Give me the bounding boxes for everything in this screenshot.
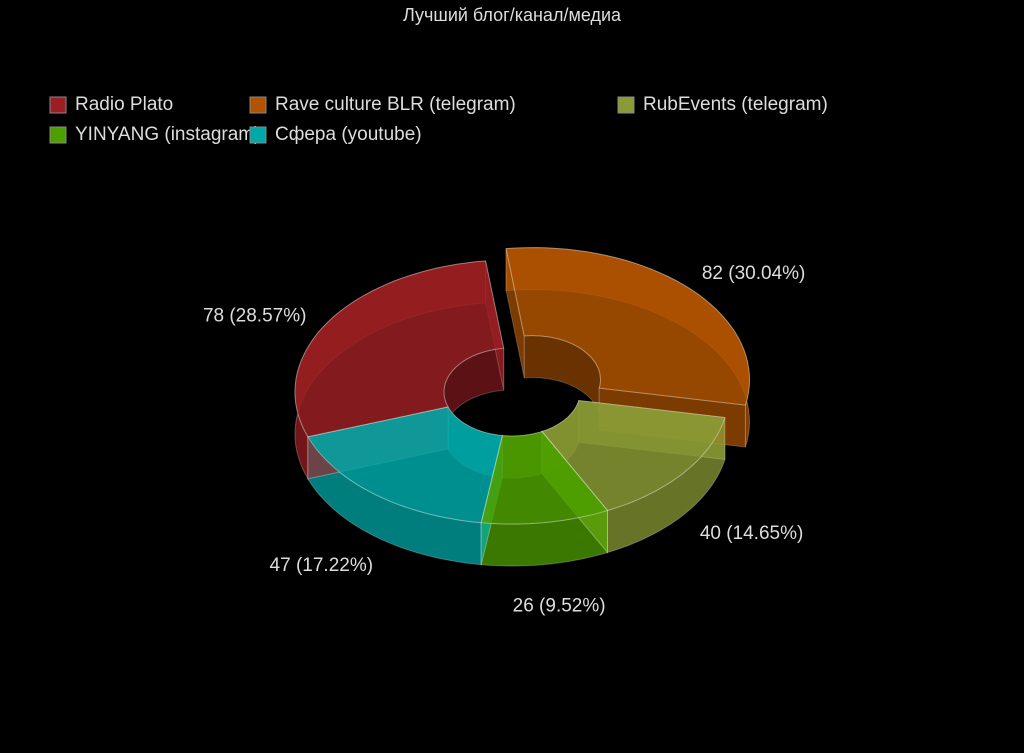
value-label: 40 (14.65%) bbox=[700, 523, 804, 544]
legend-swatch bbox=[617, 96, 635, 114]
slice bbox=[505, 247, 751, 406]
legend-swatch bbox=[249, 96, 267, 114]
legend-label: YINYANG (instagram) bbox=[75, 124, 260, 145]
value-label: 82 (30.04%) bbox=[702, 263, 806, 284]
legend-swatch bbox=[49, 96, 67, 114]
value-label: 78 (28.57%) bbox=[203, 305, 307, 326]
top-faces bbox=[294, 247, 751, 525]
chart-title: Лучший блог/канал/медиа bbox=[403, 5, 622, 25]
legend-label: Сфера (youtube) bbox=[275, 124, 422, 145]
legend-swatch bbox=[49, 126, 67, 144]
legend-label: RubEvents (telegram) bbox=[643, 94, 828, 115]
value-label: 47 (17.22%) bbox=[270, 555, 374, 576]
legend-swatch bbox=[249, 126, 267, 144]
legend-label: Rave culture BLR (telegram) bbox=[275, 94, 516, 115]
value-label: 26 (9.52%) bbox=[513, 596, 606, 617]
slice bbox=[294, 260, 505, 438]
legend-label: Radio Plato bbox=[75, 94, 173, 115]
